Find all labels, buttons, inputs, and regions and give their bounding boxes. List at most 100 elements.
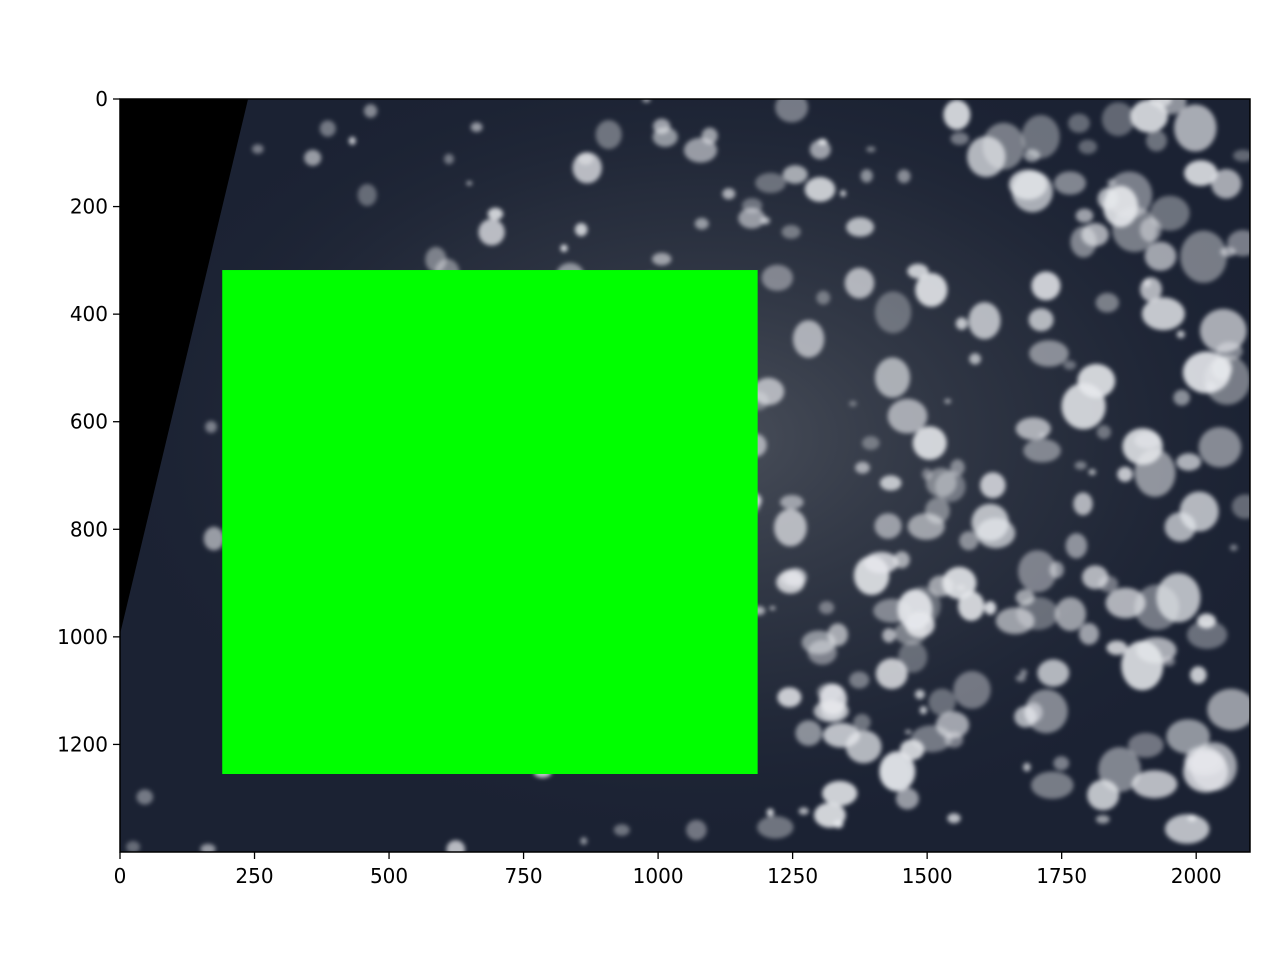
cloud (1190, 666, 1207, 684)
cloud (752, 377, 785, 406)
cloud (984, 601, 997, 615)
cloud (955, 317, 968, 330)
cloud (866, 146, 876, 153)
image-plot-area (120, 99, 1250, 852)
x-tick-label: 2000 (1171, 864, 1222, 888)
cloud (944, 398, 952, 404)
cloud (1141, 297, 1185, 331)
cloud (887, 398, 928, 434)
y-tick-label: 800 (70, 517, 108, 541)
cloud (912, 426, 947, 460)
cloud (947, 813, 961, 824)
cloud (967, 136, 1006, 178)
cloud (1098, 575, 1119, 593)
cloud (874, 291, 912, 334)
cloud (1028, 308, 1054, 332)
cloud (879, 755, 912, 791)
cloud (1055, 597, 1086, 631)
cloud (738, 207, 766, 229)
cloud (874, 513, 902, 539)
cloud (1053, 756, 1070, 771)
cloud (844, 267, 875, 299)
cloud (1037, 659, 1070, 687)
cloud (879, 475, 902, 491)
cloud (444, 153, 454, 165)
cloud (1227, 230, 1250, 257)
x-tick-label: 500 (370, 864, 408, 888)
cloud (801, 630, 836, 655)
cloud (1088, 468, 1096, 476)
cloud (1029, 340, 1069, 367)
cloud (895, 787, 919, 810)
cloud (205, 420, 218, 433)
cloud (875, 658, 908, 690)
cloud (357, 183, 377, 207)
cloud (958, 591, 985, 621)
cloud (1095, 292, 1120, 313)
cloud (1233, 149, 1250, 162)
cloud (792, 320, 825, 358)
cloud (782, 165, 808, 184)
cloud (1075, 208, 1094, 223)
cloud (953, 671, 991, 709)
cloud (1144, 241, 1177, 271)
cloud (1015, 674, 1026, 682)
cloud (1156, 99, 1187, 115)
no-data-wedge (120, 99, 249, 635)
cloud (1121, 640, 1164, 691)
cloud (348, 136, 356, 145)
cloud (1164, 814, 1210, 844)
x-tick-label: 1750 (1036, 864, 1087, 888)
cloud (126, 841, 141, 852)
cloud (1156, 573, 1201, 623)
cloud (904, 729, 912, 735)
cloud (943, 99, 971, 130)
cloud (816, 290, 831, 305)
cloud (777, 687, 802, 708)
y-tick-label: 1000 (57, 625, 108, 649)
cloud (1197, 613, 1216, 629)
cloud (1077, 363, 1116, 398)
cloud (976, 518, 1016, 549)
cloud (1176, 453, 1202, 471)
x-tick-label: 1500 (902, 864, 953, 888)
cloud (1101, 102, 1135, 137)
cloud (845, 730, 882, 764)
cloud (840, 190, 847, 197)
cloud (915, 272, 948, 307)
cloud (1122, 428, 1163, 465)
cloud (574, 223, 588, 237)
cloud (819, 683, 847, 715)
cloud (363, 104, 378, 118)
cloud (1023, 762, 1031, 772)
y-tick-label: 400 (70, 302, 108, 326)
cloud (1174, 104, 1217, 152)
cloud (809, 140, 831, 160)
cloud (319, 120, 336, 137)
cloud (914, 689, 925, 700)
y-tick-label: 200 (70, 195, 108, 219)
cloud (1031, 771, 1074, 799)
cloud (766, 808, 774, 817)
cloud-field (120, 99, 1250, 852)
cloud (1207, 688, 1250, 731)
cloud (1140, 277, 1162, 302)
cloud (1023, 149, 1041, 162)
cloud (942, 566, 977, 600)
cloud (1128, 732, 1164, 758)
cloud (1065, 533, 1088, 559)
cloud (652, 252, 672, 266)
cloud (136, 789, 154, 805)
cloud (1070, 226, 1097, 258)
cloud (613, 824, 630, 836)
plot-frame (119, 98, 1251, 853)
cloud (200, 843, 216, 852)
cloud (882, 628, 896, 643)
cloud (470, 122, 483, 133)
cloud (1021, 115, 1060, 159)
cloud (1106, 640, 1128, 655)
x-tick-label: 1250 (767, 864, 818, 888)
y-axis: 0 200 400 600 800 1000 1200 (57, 87, 120, 756)
cloud (1079, 623, 1099, 645)
cloud (757, 816, 794, 839)
